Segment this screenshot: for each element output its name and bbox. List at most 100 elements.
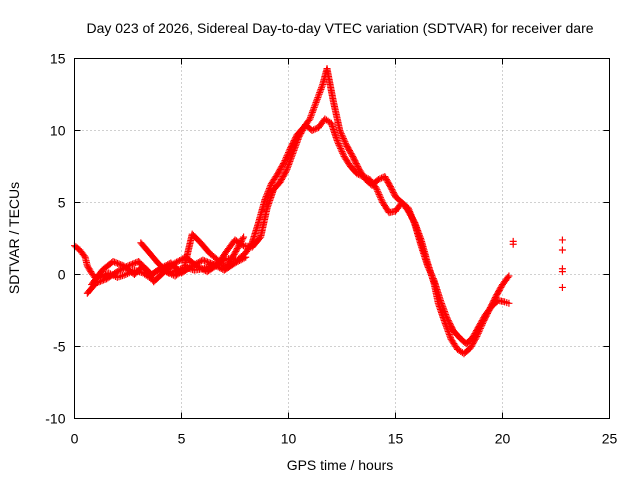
data-point	[174, 257, 182, 265]
data-point	[311, 125, 319, 133]
data-point	[363, 174, 371, 182]
data-point	[375, 191, 383, 198]
data-point	[374, 189, 382, 197]
x-tick-label: 25	[602, 431, 618, 447]
data-point	[262, 194, 270, 202]
data-point	[127, 261, 135, 269]
data-point	[200, 257, 208, 265]
x-tick-label: 20	[495, 431, 511, 447]
data-point	[285, 149, 292, 157]
data-point	[337, 128, 345, 136]
data-point	[558, 283, 566, 291]
data-point	[429, 273, 437, 281]
data-point	[115, 260, 123, 268]
data-point	[205, 259, 213, 267]
data-point	[279, 160, 287, 168]
data-point	[308, 110, 316, 118]
data-point	[377, 194, 385, 202]
data-point	[337, 144, 345, 152]
data-point	[202, 257, 210, 265]
y-tick-label: 0	[58, 267, 66, 283]
data-point	[115, 267, 123, 275]
data-point	[309, 107, 317, 115]
data-point	[426, 267, 434, 275]
data-point	[372, 184, 380, 192]
data-point	[199, 265, 207, 273]
data-point	[424, 262, 432, 270]
data-point	[210, 260, 218, 268]
data-point	[176, 257, 184, 265]
data-point	[163, 268, 171, 276]
data-point	[310, 126, 318, 134]
data-point	[80, 252, 88, 260]
data-point	[216, 264, 224, 272]
data-point	[231, 259, 239, 267]
data-point	[307, 112, 315, 120]
data-point	[240, 233, 248, 241]
data-point	[374, 187, 382, 195]
data-point	[339, 151, 347, 159]
y-axis-label: SDTVAR / TECUs	[6, 182, 22, 294]
data-point	[308, 127, 316, 134]
y-tick-label: 5	[58, 195, 66, 211]
data-point	[509, 240, 517, 248]
data-point	[267, 181, 275, 189]
data-point	[242, 253, 250, 261]
data-point	[117, 261, 125, 269]
data-point	[374, 175, 382, 183]
data-point	[194, 259, 202, 267]
data-point	[213, 262, 221, 270]
y-tick-label: -10	[45, 411, 65, 427]
data-point	[429, 275, 437, 283]
data-point	[424, 263, 432, 271]
data-point	[188, 262, 196, 270]
data-point	[191, 260, 199, 268]
data-point	[100, 276, 108, 284]
series-sdtvar-track-d	[137, 230, 248, 280]
data-point	[341, 138, 349, 146]
data-point	[173, 258, 181, 266]
data-point	[359, 173, 367, 181]
data-point	[407, 211, 415, 219]
series-sdtvar-track-b	[83, 115, 513, 348]
data-point	[280, 158, 288, 166]
data-point	[405, 206, 413, 214]
data-point	[281, 157, 289, 165]
data-point	[361, 173, 369, 181]
data-point	[376, 192, 384, 200]
data-point	[337, 146, 345, 154]
data-point	[505, 299, 513, 307]
data-point	[211, 261, 219, 269]
x-tick-labels: 0 5 10 15 20 25	[71, 431, 618, 447]
data-point	[338, 148, 346, 156]
data-point	[113, 268, 121, 276]
axis-ticks	[74, 58, 610, 419]
x-tick-label: 15	[388, 431, 404, 447]
data-point	[164, 268, 172, 276]
data-point	[282, 168, 290, 176]
x-tick-label: 10	[281, 431, 297, 447]
data-point	[190, 261, 198, 269]
data-point	[355, 170, 363, 178]
data-point	[558, 246, 566, 254]
data-point	[262, 192, 270, 200]
data-point	[112, 259, 120, 267]
data-point	[313, 97, 321, 105]
data-point	[237, 256, 245, 264]
series-sdtvar-isolated-points	[509, 236, 566, 291]
data-point	[426, 268, 434, 276]
data-point	[404, 204, 412, 212]
data-point	[558, 268, 566, 276]
data-point	[193, 259, 201, 267]
data-point	[356, 171, 364, 179]
chart-title: Day 023 of 2026, Sidereal Day-to-day VTE…	[86, 20, 593, 36]
data-point	[96, 277, 104, 285]
data-point	[234, 257, 242, 265]
x-tick-label: 5	[178, 431, 186, 447]
data-point	[111, 258, 119, 266]
data-point	[409, 217, 417, 225]
data-point	[406, 207, 414, 215]
data-points	[71, 65, 566, 358]
data-point	[558, 236, 566, 244]
data-point	[353, 170, 361, 178]
